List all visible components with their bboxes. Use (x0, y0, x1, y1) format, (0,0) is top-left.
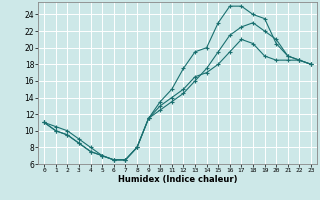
X-axis label: Humidex (Indice chaleur): Humidex (Indice chaleur) (118, 175, 237, 184)
